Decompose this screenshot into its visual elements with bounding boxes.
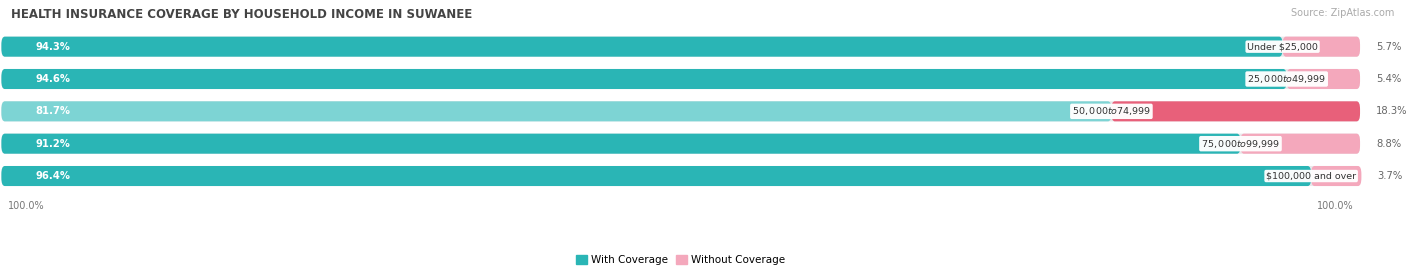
Text: 18.3%: 18.3% (1376, 106, 1406, 116)
Text: $50,000 to $74,999: $50,000 to $74,999 (1071, 105, 1152, 117)
Text: $75,000 to $99,999: $75,000 to $99,999 (1201, 138, 1279, 150)
Text: Under $25,000: Under $25,000 (1247, 42, 1317, 51)
Text: 96.4%: 96.4% (35, 171, 70, 181)
FancyBboxPatch shape (1111, 101, 1360, 121)
FancyBboxPatch shape (1, 37, 1360, 57)
Text: 8.8%: 8.8% (1376, 139, 1402, 149)
Text: 5.7%: 5.7% (1376, 42, 1402, 52)
FancyBboxPatch shape (1240, 134, 1360, 154)
Text: $25,000 to $49,999: $25,000 to $49,999 (1247, 73, 1326, 85)
FancyBboxPatch shape (1, 166, 1312, 186)
FancyBboxPatch shape (1, 37, 1282, 57)
FancyBboxPatch shape (1282, 37, 1360, 57)
FancyBboxPatch shape (1, 101, 1360, 121)
FancyBboxPatch shape (1286, 69, 1360, 89)
Legend: With Coverage, Without Coverage: With Coverage, Without Coverage (572, 251, 789, 269)
Text: $100,000 and over: $100,000 and over (1265, 172, 1357, 180)
Text: 100.0%: 100.0% (8, 201, 45, 211)
FancyBboxPatch shape (1, 134, 1240, 154)
Text: 91.2%: 91.2% (35, 139, 70, 149)
FancyBboxPatch shape (1312, 166, 1361, 186)
Text: 5.4%: 5.4% (1376, 74, 1402, 84)
Text: 94.6%: 94.6% (35, 74, 70, 84)
Text: 3.7%: 3.7% (1378, 171, 1403, 181)
FancyBboxPatch shape (1, 101, 1111, 121)
Text: 81.7%: 81.7% (35, 106, 70, 116)
FancyBboxPatch shape (1, 69, 1286, 89)
FancyBboxPatch shape (1, 166, 1360, 186)
Text: 94.3%: 94.3% (35, 42, 70, 52)
Text: 100.0%: 100.0% (1316, 201, 1353, 211)
Text: HEALTH INSURANCE COVERAGE BY HOUSEHOLD INCOME IN SUWANEE: HEALTH INSURANCE COVERAGE BY HOUSEHOLD I… (11, 8, 472, 21)
Text: Source: ZipAtlas.com: Source: ZipAtlas.com (1291, 8, 1395, 18)
FancyBboxPatch shape (1, 69, 1360, 89)
FancyBboxPatch shape (1, 134, 1360, 154)
